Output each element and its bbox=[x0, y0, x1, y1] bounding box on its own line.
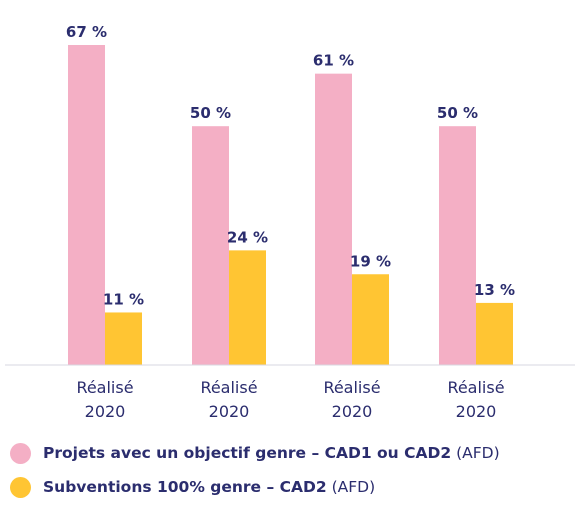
x-tick-label-2-line-1: Réalisé bbox=[200, 378, 257, 397]
bar-subventions-2 bbox=[229, 250, 266, 365]
x-tick-label-1-line-1: Réalisé bbox=[76, 378, 133, 397]
data-label-subventions-1: 11 % bbox=[103, 290, 144, 308]
legend-swatch-pink bbox=[10, 442, 31, 464]
bar-projets-4 bbox=[439, 126, 476, 365]
data-label-subventions-3: 19 % bbox=[350, 252, 391, 270]
bar-projets-3 bbox=[315, 73, 352, 366]
data-label-subventions-4: 13 % bbox=[474, 281, 515, 299]
bar-projets-1 bbox=[68, 45, 105, 365]
data-label-projets-1: 67 % bbox=[66, 23, 107, 41]
legend-series-name: Subventions 100% genre – CAD2 bbox=[43, 478, 327, 496]
x-tick-label-4-line-1: Réalisé bbox=[447, 378, 504, 397]
x-tick-label-3-line-2: 2020 bbox=[332, 402, 373, 421]
data-label-projets-4: 50 % bbox=[437, 104, 478, 122]
legend-series-name: Projets avec un objectif genre – CAD1 ou… bbox=[43, 444, 452, 462]
bar-subventions-4 bbox=[476, 302, 513, 365]
bar-subventions-1 bbox=[105, 312, 142, 365]
data-label-projets-3: 61 % bbox=[313, 52, 354, 70]
legend-series-source: (AFD) bbox=[456, 444, 500, 462]
x-tick-label-4-line-2: 2020 bbox=[456, 402, 497, 421]
legend: Projets avec un objectif genre – CAD1 ou… bbox=[10, 436, 500, 504]
data-label-subventions-2: 24 % bbox=[227, 228, 268, 246]
x-tick-label-1-line-2: 2020 bbox=[85, 402, 126, 421]
bars-group: 67 % 50 % 61 % 50 % 11 % 24 % 19 % 13 % bbox=[66, 23, 515, 366]
legend-swatch-yellow bbox=[10, 476, 31, 498]
legend-series-source: (AFD) bbox=[331, 478, 376, 496]
bar-projets-2 bbox=[192, 126, 229, 365]
data-label-projets-2: 50 % bbox=[190, 104, 231, 122]
x-tick-labels: Réalisé 2020 Réalisé 2020 Réalisé 2020 Réalisé… bbox=[76, 378, 504, 421]
x-tick-label-3-line-1: Réalisé bbox=[323, 378, 380, 397]
bar-subventions-3 bbox=[352, 274, 389, 365]
legend-label: Projets avec un objectif genre – CAD1 ou… bbox=[43, 444, 500, 462]
x-tick-label-2-line-2: 2020 bbox=[209, 402, 250, 421]
legend-item-projets: Projets avec un objectif genre – CAD1 ou… bbox=[10, 436, 500, 470]
legend-item-subventions: Subventions 100% genre – CAD2 (AFD) bbox=[10, 470, 500, 504]
legend-label: Subventions 100% genre – CAD2 (AFD) bbox=[43, 478, 375, 496]
